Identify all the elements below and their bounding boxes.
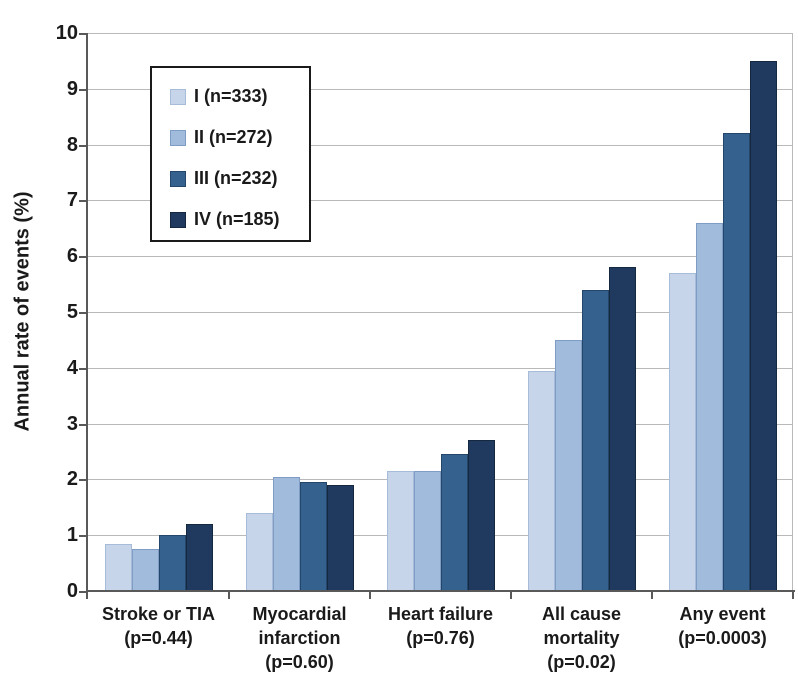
gridline: [88, 256, 793, 257]
legend-item: IV (n=185): [170, 199, 309, 240]
legend-swatch: [170, 170, 186, 187]
x-category-label-line: infarction: [258, 628, 341, 648]
plot-area: [88, 33, 793, 591]
y-tick-label: 1: [66, 524, 78, 546]
bar-series-ii-group-5: [696, 223, 723, 591]
y-tick-mark: [79, 591, 86, 593]
x-category-label-line: Stroke or TIA: [101, 604, 216, 624]
bar-series-i-group-1: [105, 544, 132, 591]
legend-label: III (n=232): [194, 168, 278, 188]
plot-right-border: [792, 33, 793, 591]
x-tick-mark: [86, 592, 88, 599]
x-category-label: All cause mortality (p=0.02): [511, 602, 652, 674]
y-tick-label: 5: [66, 301, 78, 323]
bar-series-iv-group-3: [468, 440, 495, 591]
x-category-label: Myocardial infarction (p=0.60): [229, 602, 370, 674]
y-tick-label: 3: [66, 413, 78, 435]
x-category-label-line: All cause: [541, 604, 622, 624]
x-category-label-line: (p=0.60): [265, 652, 334, 672]
y-tick-label: 9: [66, 78, 78, 100]
bar-series-ii-group-2: [273, 477, 300, 591]
x-category-label: Stroke or TIA (p=0.44): [88, 602, 229, 650]
bar-series-ii-group-3: [414, 471, 441, 591]
legend-item: III (n=232): [170, 158, 309, 199]
legend-item: II (n=272): [170, 117, 309, 158]
y-tick-mark: [79, 256, 86, 258]
y-tick-mark: [79, 424, 86, 426]
legend-swatch: [170, 129, 186, 146]
gridline: [88, 368, 793, 369]
gridline: [88, 33, 793, 34]
bar-series-iv-group-2: [327, 485, 354, 591]
y-tick-label: 6: [66, 245, 78, 267]
gridline: [88, 312, 793, 313]
y-tick-mark: [79, 535, 86, 537]
y-axis-line: [86, 33, 88, 592]
legend-label: I (n=333): [194, 86, 268, 106]
x-category-label-line: Any event: [679, 604, 766, 624]
bar-series-iii-group-5: [723, 133, 750, 591]
bar-series-i-group-5: [669, 273, 696, 591]
x-category-label-line: Heart failure: [387, 604, 494, 624]
y-tick-label: 4: [66, 357, 78, 379]
x-tick-mark: [651, 592, 653, 599]
y-tick-mark: [79, 89, 86, 91]
y-tick-mark: [79, 312, 86, 314]
legend-swatch: [170, 88, 186, 105]
gridline: [88, 200, 793, 201]
bar-series-iii-group-1: [159, 535, 186, 591]
y-tick-label: 8: [66, 134, 78, 156]
bar-series-iv-group-5: [750, 61, 777, 591]
y-tick-mark: [79, 33, 86, 35]
gridline: [88, 89, 793, 90]
y-tick-mark: [79, 479, 86, 481]
x-tick-mark: [228, 592, 230, 599]
bar-series-ii-group-1: [132, 549, 159, 591]
legend-swatch: [170, 211, 186, 228]
y-tick-mark: [79, 200, 86, 202]
x-category-label-line: (p=0.44): [124, 628, 193, 648]
x-tick-mark: [369, 592, 371, 599]
x-category-label-line: (p=0.0003): [678, 628, 767, 648]
bar-series-iv-group-4: [609, 267, 636, 591]
x-axis-line: [86, 590, 795, 592]
bar-series-i-group-2: [246, 513, 273, 591]
y-tick-label: 7: [66, 189, 78, 211]
x-category-label: Any event (p=0.0003): [652, 602, 793, 650]
x-category-label-line: Myocardial: [252, 604, 347, 624]
x-tick-mark: [792, 592, 794, 599]
x-category-label-line: mortality: [543, 628, 620, 648]
bar-series-iii-group-2: [300, 482, 327, 591]
bar-series-ii-group-4: [555, 340, 582, 591]
x-category-label: Heart failure (p=0.76): [370, 602, 511, 650]
y-tick-label: 2: [66, 468, 78, 490]
legend-label: II (n=272): [194, 127, 273, 147]
bar-series-i-group-4: [528, 371, 555, 591]
x-category-label-line: (p=0.02): [547, 652, 616, 672]
y-tick-mark: [79, 368, 86, 370]
bar-series-iii-group-3: [441, 454, 468, 591]
legend: I (n=333) II (n=272) III (n=232) IV (n=185): [150, 66, 311, 242]
legend-item: I (n=333): [170, 76, 309, 117]
bar-series-i-group-3: [387, 471, 414, 591]
legend-label: IV (n=185): [194, 209, 280, 229]
x-tick-mark: [510, 592, 512, 599]
y-tick-mark: [79, 145, 86, 147]
y-tick-label: 10: [55, 22, 78, 44]
bar-series-iii-group-4: [582, 290, 609, 591]
x-category-label-line: (p=0.76): [406, 628, 475, 648]
bar-series-iv-group-1: [186, 524, 213, 591]
y-tick-label: 0: [66, 580, 78, 602]
gridline: [88, 424, 793, 425]
y-axis-title: Annual rate of events (%): [11, 191, 34, 432]
gridline: [88, 145, 793, 146]
